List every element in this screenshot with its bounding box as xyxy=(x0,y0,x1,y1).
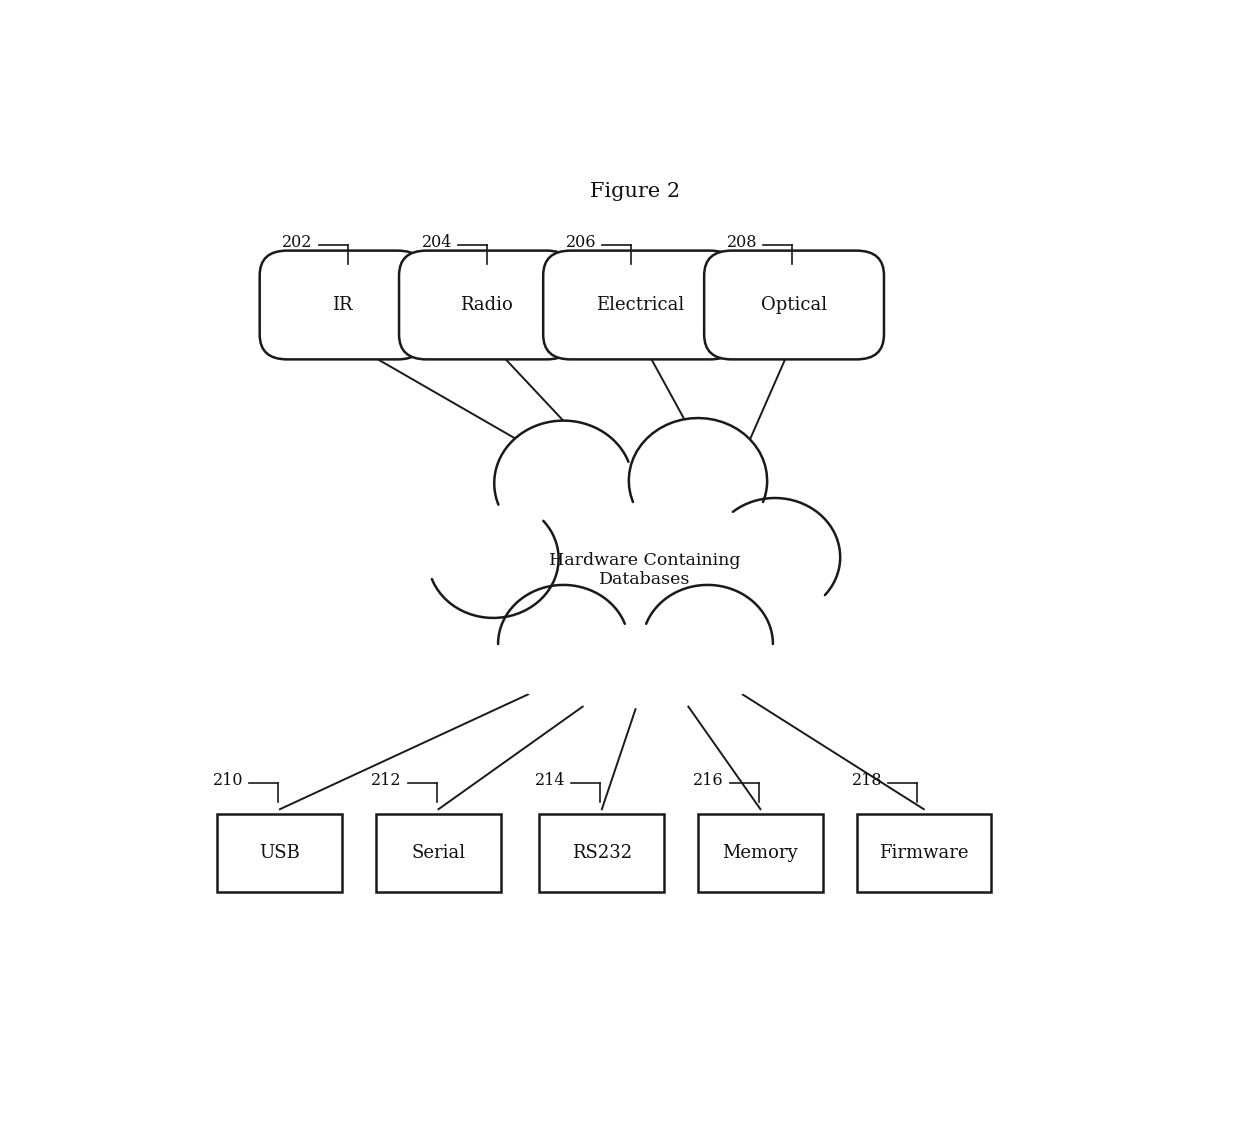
FancyBboxPatch shape xyxy=(539,814,665,892)
Text: 216: 216 xyxy=(693,772,724,789)
FancyBboxPatch shape xyxy=(857,814,991,892)
Text: 212: 212 xyxy=(371,772,402,789)
Circle shape xyxy=(428,500,558,618)
Text: IR: IR xyxy=(332,296,352,314)
Text: Hardware Containing
Databases: Hardware Containing Databases xyxy=(549,552,740,588)
Circle shape xyxy=(709,498,841,616)
Text: Firmware: Firmware xyxy=(879,843,968,861)
Text: Memory: Memory xyxy=(723,843,799,861)
FancyBboxPatch shape xyxy=(217,814,342,892)
FancyBboxPatch shape xyxy=(376,814,501,892)
Text: 208: 208 xyxy=(727,234,758,251)
Text: 218: 218 xyxy=(852,772,883,789)
FancyBboxPatch shape xyxy=(704,251,884,359)
Circle shape xyxy=(629,418,768,543)
FancyBboxPatch shape xyxy=(698,814,823,892)
Text: Figure 2: Figure 2 xyxy=(590,183,681,201)
FancyBboxPatch shape xyxy=(543,251,738,359)
Text: Electrical: Electrical xyxy=(596,296,684,314)
FancyBboxPatch shape xyxy=(259,251,425,359)
Text: 204: 204 xyxy=(422,234,453,251)
Text: RS232: RS232 xyxy=(572,843,632,861)
Text: 214: 214 xyxy=(534,772,565,789)
Text: 202: 202 xyxy=(283,234,312,251)
Circle shape xyxy=(498,585,629,703)
Text: Radio: Radio xyxy=(460,296,513,314)
FancyBboxPatch shape xyxy=(399,251,574,359)
Text: 210: 210 xyxy=(213,772,243,789)
Text: USB: USB xyxy=(259,843,300,861)
Circle shape xyxy=(642,585,773,703)
Text: 206: 206 xyxy=(565,234,596,251)
Text: Serial: Serial xyxy=(412,843,465,861)
Text: Optical: Optical xyxy=(761,296,827,314)
Circle shape xyxy=(495,421,632,545)
Ellipse shape xyxy=(491,470,780,662)
